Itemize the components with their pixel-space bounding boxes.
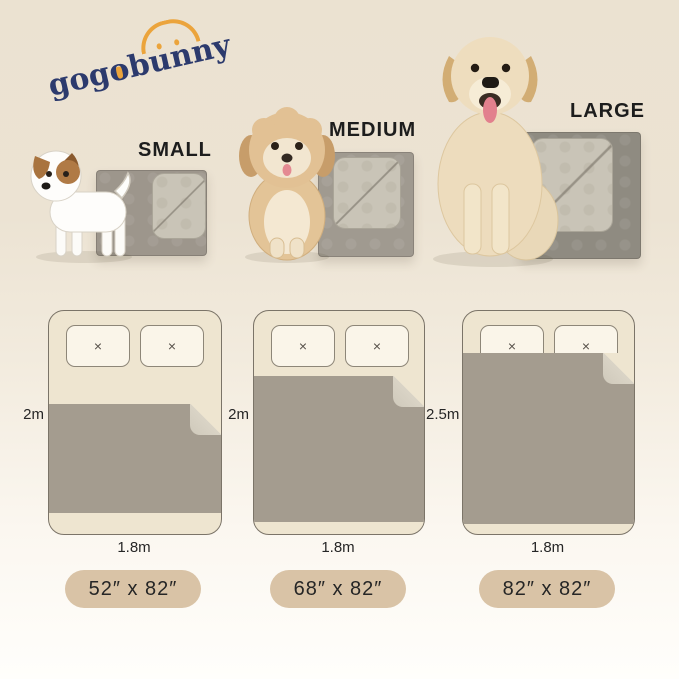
pillow: ×: [140, 325, 204, 367]
small-blanket-photo: [96, 170, 207, 256]
blanket-fold-corner: [603, 353, 634, 384]
medium-dog-image: [239, 107, 335, 263]
size-caption-medium: MEDIUM: [329, 119, 417, 141]
blanket-fold-corner: [190, 404, 221, 435]
bed-height-label: 2.5m: [426, 406, 460, 423]
bed-outline: × ×: [462, 310, 635, 535]
bed-width-label: 1.8m: [321, 539, 355, 556]
pillow-x-icon: ×: [507, 338, 517, 354]
bed-height-label: 2m: [228, 406, 249, 423]
bed-height-label: 2m: [23, 406, 44, 423]
blanket-fold-corner: [393, 376, 424, 407]
size-caption-large: LARGE: [570, 100, 645, 122]
size-pill-large: 82″ x 82″: [479, 570, 615, 608]
size-pill-medium: 68″ x 82″: [270, 570, 406, 608]
bed-diagram-large: 2.5m × × 1.8m: [426, 310, 635, 556]
blanket-on-bed: [254, 376, 424, 522]
bed-width-label: 1.8m: [117, 539, 151, 556]
blanket-fold-flap: [333, 157, 401, 229]
size-pill-small: 52″ x 82″: [65, 570, 201, 608]
bed-diagram-medium: 2m × × 1.8m: [228, 310, 425, 556]
pillow-x-icon: ×: [581, 338, 591, 354]
blanket-on-bed: [49, 404, 221, 513]
size-caption-small: SMALL: [138, 139, 212, 161]
pillow: ×: [66, 325, 130, 367]
brand-logo: gogobunny: [40, 4, 247, 104]
pillow-x-icon: ×: [298, 338, 308, 354]
pillow-x-icon: ×: [372, 338, 382, 354]
arc-dot-icon: [173, 38, 180, 46]
blanket-fold-flap: [151, 173, 206, 240]
bed-width-label: 1.8m: [530, 539, 565, 556]
blanket-on-bed: [463, 353, 634, 524]
large-dog-image: [433, 37, 559, 267]
small-dog-image: [30, 150, 132, 263]
medium-blanket-photo: [318, 152, 414, 257]
pillow-x-icon: ×: [167, 338, 177, 354]
bed-outline: × ×: [48, 310, 222, 535]
pillow-x-icon: ×: [93, 338, 103, 354]
pillow: ×: [271, 325, 335, 367]
brand-name-part: gog: [44, 55, 114, 104]
bed-diagram-small: 2m × × 1.8m: [23, 310, 222, 556]
pillow: ×: [345, 325, 409, 367]
bed-outline: × ×: [253, 310, 425, 535]
arc-dot-icon: [156, 42, 163, 50]
